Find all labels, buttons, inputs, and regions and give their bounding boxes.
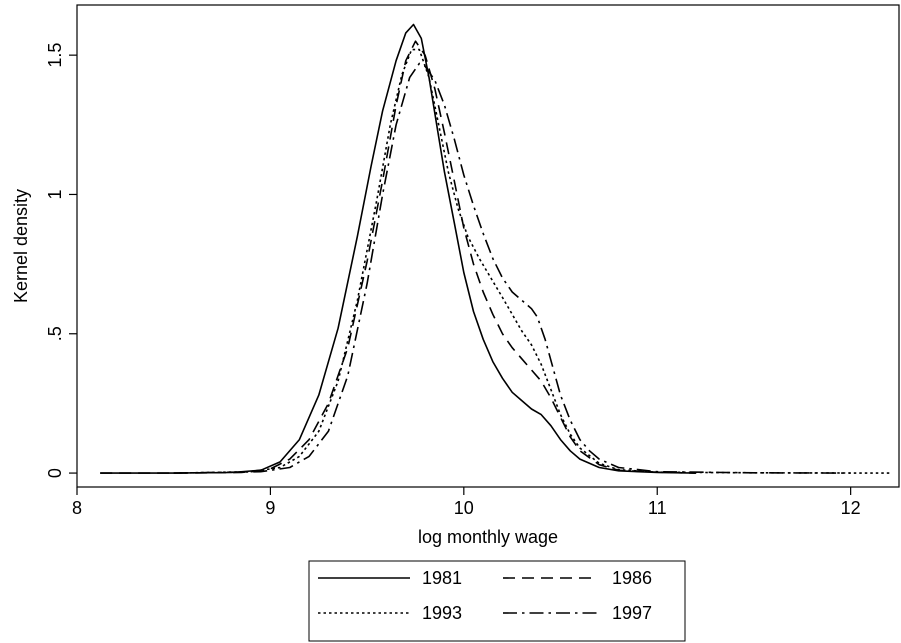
series-lines: [100, 23, 890, 474]
legend-label-1986: 1986: [612, 568, 652, 588]
series-line-1993: [173, 48, 890, 474]
legend-box: [308, 560, 686, 642]
plot-frame: [76, 4, 900, 488]
series-line-1997: [173, 62, 851, 474]
legend-label-1981: 1981: [422, 568, 462, 588]
y-tick-label: 1: [45, 189, 65, 199]
y-axis: 0 .5 1 1.5: [45, 43, 77, 478]
y-axis-label: Kernel density: [11, 189, 31, 303]
x-tick-label: 11: [648, 498, 667, 518]
x-tick-label: 10: [454, 498, 474, 518]
legend-label-1993: 1993: [422, 603, 462, 623]
series-line-1986: [100, 40, 696, 474]
legend-label-1997: 1997: [612, 603, 652, 623]
y-tick-label: .5: [45, 326, 65, 341]
x-axis-label: log monthly wage: [418, 527, 558, 547]
y-tick-label: 1.5: [45, 43, 65, 68]
x-axis: 8 9 10 11 12: [72, 487, 861, 518]
series-line-1981: [100, 23, 696, 474]
x-tick-label: 8: [72, 498, 82, 518]
legend: 1981 1986 1993 1997: [308, 560, 686, 642]
x-tick-label: 12: [841, 498, 861, 518]
x-tick-label: 9: [265, 498, 275, 518]
y-tick-label: 0: [45, 468, 65, 478]
